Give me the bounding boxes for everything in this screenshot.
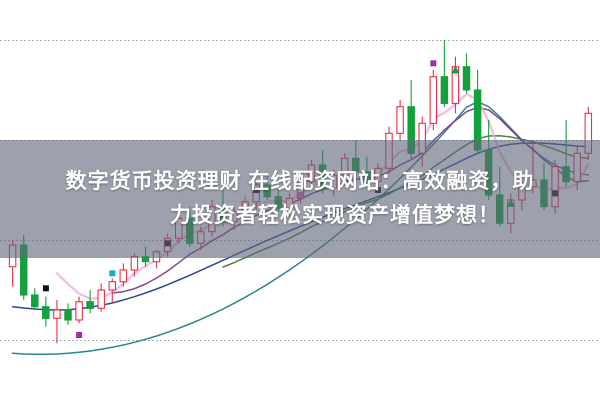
promo-line-2: 力投资者轻松实现资产增值梦想！	[170, 204, 500, 227]
marker-signal-note-1	[42, 285, 49, 292]
marker-signal-buy-0	[76, 332, 83, 338]
promo-banner-text: 数字货币投资理财 在线配资网站：高效融资，助 力投资者轻松实现资产增值梦想！	[20, 165, 580, 233]
candle-5	[64, 303, 72, 325]
candle-39	[440, 40, 449, 107]
candle-3	[42, 296, 50, 327]
promo-banner-band: 数字货币投资理财 在线配资网站：高效融资，助 力投资者轻松实现资产增值梦想！	[0, 140, 600, 258]
candle-9	[108, 278, 117, 304]
candle-4	[53, 300, 61, 344]
candle-41	[462, 53, 471, 94]
promo-line-1: 数字货币投资理财 在线配资网站：高效融资，助	[65, 169, 535, 193]
ma-line-ma120	[11, 100, 590, 356]
candle-35	[396, 100, 404, 140]
candle-10	[119, 263, 128, 287]
marker-signal-mark-2	[109, 270, 116, 277]
marker-signal-up-8	[451, 65, 460, 74]
candle-8	[97, 283, 105, 312]
candle-7	[86, 290, 94, 314]
marker-signal-buy-7	[430, 60, 437, 67]
candle-6	[75, 296, 83, 324]
candle-2	[31, 288, 39, 310]
candle-38	[429, 70, 438, 130]
